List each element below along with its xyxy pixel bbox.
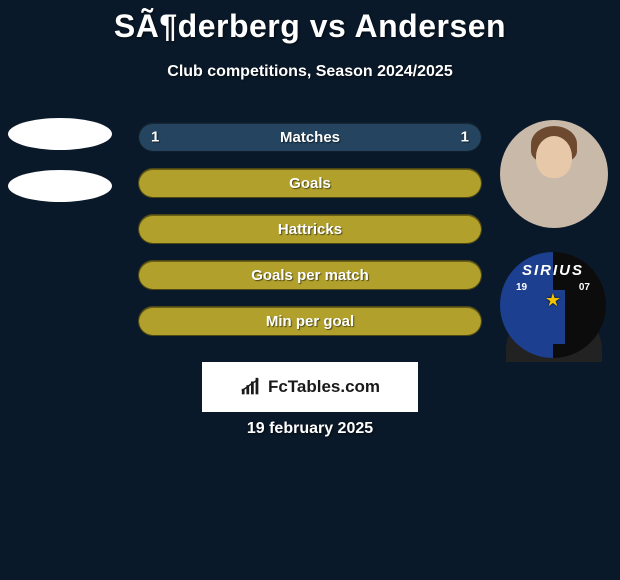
stat-bar-min-per-goal: Min per goal [138, 306, 482, 336]
club-crest: SIRIUS 19 07 ★ [500, 252, 606, 358]
chart-icon [240, 377, 262, 397]
subtitle: Club competitions, Season 2024/2025 [0, 63, 620, 81]
brand-box: FcTables.com [202, 362, 418, 412]
stat-bar-matches: Matches 1 1 [138, 122, 482, 152]
stat-bar-label: Goals [289, 175, 331, 192]
stat-bar-hattricks: Hattricks [138, 214, 482, 244]
crest-year-left: 19 [516, 282, 527, 293]
stat-bars: Matches 1 1 Goals Hattricks Goals per match Mi… [138, 122, 482, 352]
date-text: 19 february 2025 [0, 420, 620, 438]
stat-bar-right-value: 1 [461, 129, 469, 146]
stat-bar-label: Hattricks [278, 221, 342, 238]
page-title: SÃ¶derberg vs Andersen [0, 0, 620, 45]
stat-bar-goals: Goals [138, 168, 482, 198]
player-avatar [500, 120, 608, 228]
crest-star-icon: ★ [541, 290, 565, 311]
crest-year-right: 07 [579, 282, 590, 293]
blank-photo-2 [8, 170, 112, 202]
brand-text: FcTables.com [268, 377, 380, 397]
crest-center-stripe: ★ [541, 290, 565, 344]
right-photos: SIRIUS 19 07 ★ [500, 120, 608, 358]
avatar-head [536, 136, 572, 178]
stat-bar-left-value: 1 [151, 129, 159, 146]
stat-bar-label: Matches [280, 129, 340, 146]
stat-bar-goals-per-match: Goals per match [138, 260, 482, 290]
stat-bar-label: Min per goal [266, 313, 354, 330]
blank-photo-1 [8, 118, 112, 150]
stat-bar-label: Goals per match [251, 267, 369, 284]
crest-name: SIRIUS [500, 262, 606, 279]
left-blank-photos [8, 118, 112, 202]
